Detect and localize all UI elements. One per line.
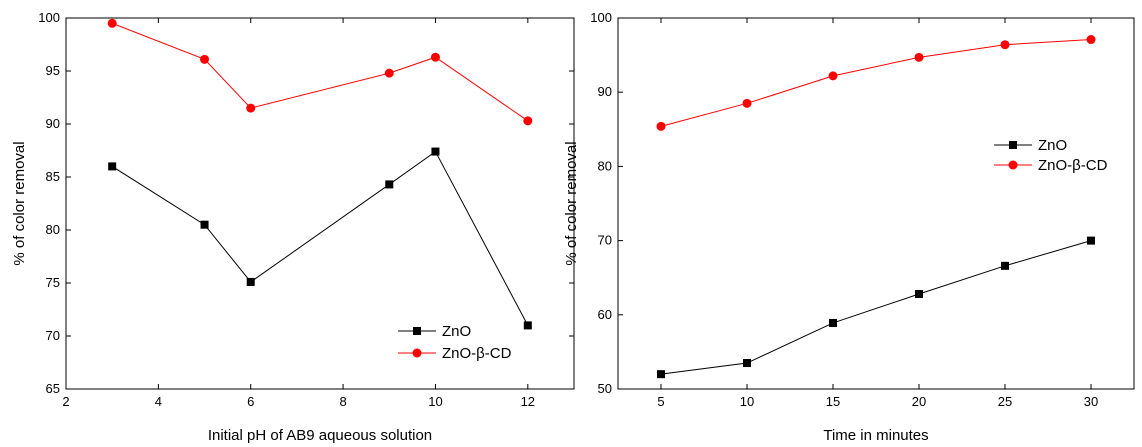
x-tick-label: 30: [1084, 394, 1098, 409]
x-tick-label: 2: [62, 394, 69, 409]
series-line-zno: [660, 240, 1092, 375]
data-point-zno: [1087, 236, 1095, 245]
plot-frame: [65, 17, 575, 390]
y-tick-label: 80: [46, 222, 60, 237]
y-tick-label: 90: [598, 84, 612, 99]
y-axis-label: % of color removal: [11, 141, 28, 265]
x-tick-label: 15: [826, 394, 840, 409]
data-point-zno: [657, 370, 665, 379]
data-point-zno-bcd: [384, 68, 394, 78]
data-point-zno: [1001, 261, 1009, 270]
x-tick-label: 4: [155, 394, 162, 409]
y-tick-label: 65: [46, 381, 60, 396]
data-point-zno-bcd: [914, 52, 924, 62]
series-line-zno-bcd: [112, 22, 529, 122]
y-tick-label: 70: [598, 233, 612, 248]
y-tick-label: 100: [38, 10, 60, 25]
data-point-zno-bcd: [107, 18, 117, 28]
y-tick-label: 70: [46, 328, 60, 343]
chart-ph-effect: 2 4 6 8 10 12 65 70 75 80 85 90 95 100 Initial pH of A…: [11, 10, 575, 444]
legend-marker-zno: [1009, 141, 1017, 149]
legend-marker-zno-bcd: [1008, 160, 1018, 170]
data-point-zno-bcd: [656, 121, 666, 131]
x-tick-label: 8: [339, 394, 346, 409]
data-point-zno-bcd: [742, 98, 752, 108]
data-point-zno: [385, 180, 394, 189]
data-point-zno-bcd: [828, 71, 838, 81]
y-tick-label: 80: [598, 158, 612, 173]
y-tick-label: 90: [46, 116, 60, 131]
y-axis-label: % of color removal: [563, 141, 580, 265]
y-tick-label: 60: [598, 307, 612, 322]
x-tick-label: 6: [247, 394, 254, 409]
legend-label-zno: ZnO: [1038, 137, 1067, 154]
x-tick-label: 5: [657, 394, 664, 409]
data-point-zno: [431, 147, 440, 156]
data-point-zno: [246, 277, 255, 286]
chart-time-effect: 5 10 15 20 25 30 50 60 70 80 90 100 Time in minutes%…: [563, 10, 1135, 444]
y-tick-label: 75: [46, 275, 60, 290]
y-tick-label: 100: [590, 10, 612, 25]
legend-marker-zno-bcd: [412, 348, 422, 358]
x-tick-label: 20: [912, 394, 926, 409]
data-point-zno-bcd: [246, 103, 256, 113]
data-point-zno: [915, 290, 923, 299]
data-point-zno-bcd: [200, 54, 210, 64]
series-line-zno-bcd: [660, 39, 1092, 127]
plot-frame: [617, 17, 1135, 390]
data-point-zno-bcd: [430, 52, 440, 62]
x-axis-label: Initial pH of AB9 aqueous solution: [208, 427, 432, 444]
data-point-zno-bcd: [1000, 40, 1010, 50]
data-point-zno: [523, 321, 532, 330]
data-point-zno: [108, 162, 117, 171]
data-point-zno-bcd: [523, 116, 533, 126]
x-tick-label: 25: [998, 394, 1012, 409]
data-point-zno: [200, 220, 209, 229]
legend-label-zno-bcd: ZnO-β-CD: [1038, 157, 1108, 174]
y-tick-label: 95: [46, 63, 60, 78]
data-point-zno: [829, 318, 837, 327]
y-tick-label: 85: [46, 169, 60, 184]
legend-label-zno: ZnO: [442, 323, 471, 340]
x-tick-label: 10: [740, 394, 754, 409]
x-tick-label: 12: [521, 394, 535, 409]
legend-label-zno-bcd: ZnO-β-CD: [442, 345, 512, 362]
legend-marker-zno: [413, 327, 421, 335]
data-point-zno-bcd: [1086, 35, 1096, 45]
x-tick-label: 10: [428, 394, 442, 409]
y-tick-label: 50: [598, 381, 612, 396]
data-point-zno: [743, 359, 751, 368]
x-axis-label: Time in minutes: [823, 427, 928, 444]
series-line-zno: [111, 150, 529, 326]
